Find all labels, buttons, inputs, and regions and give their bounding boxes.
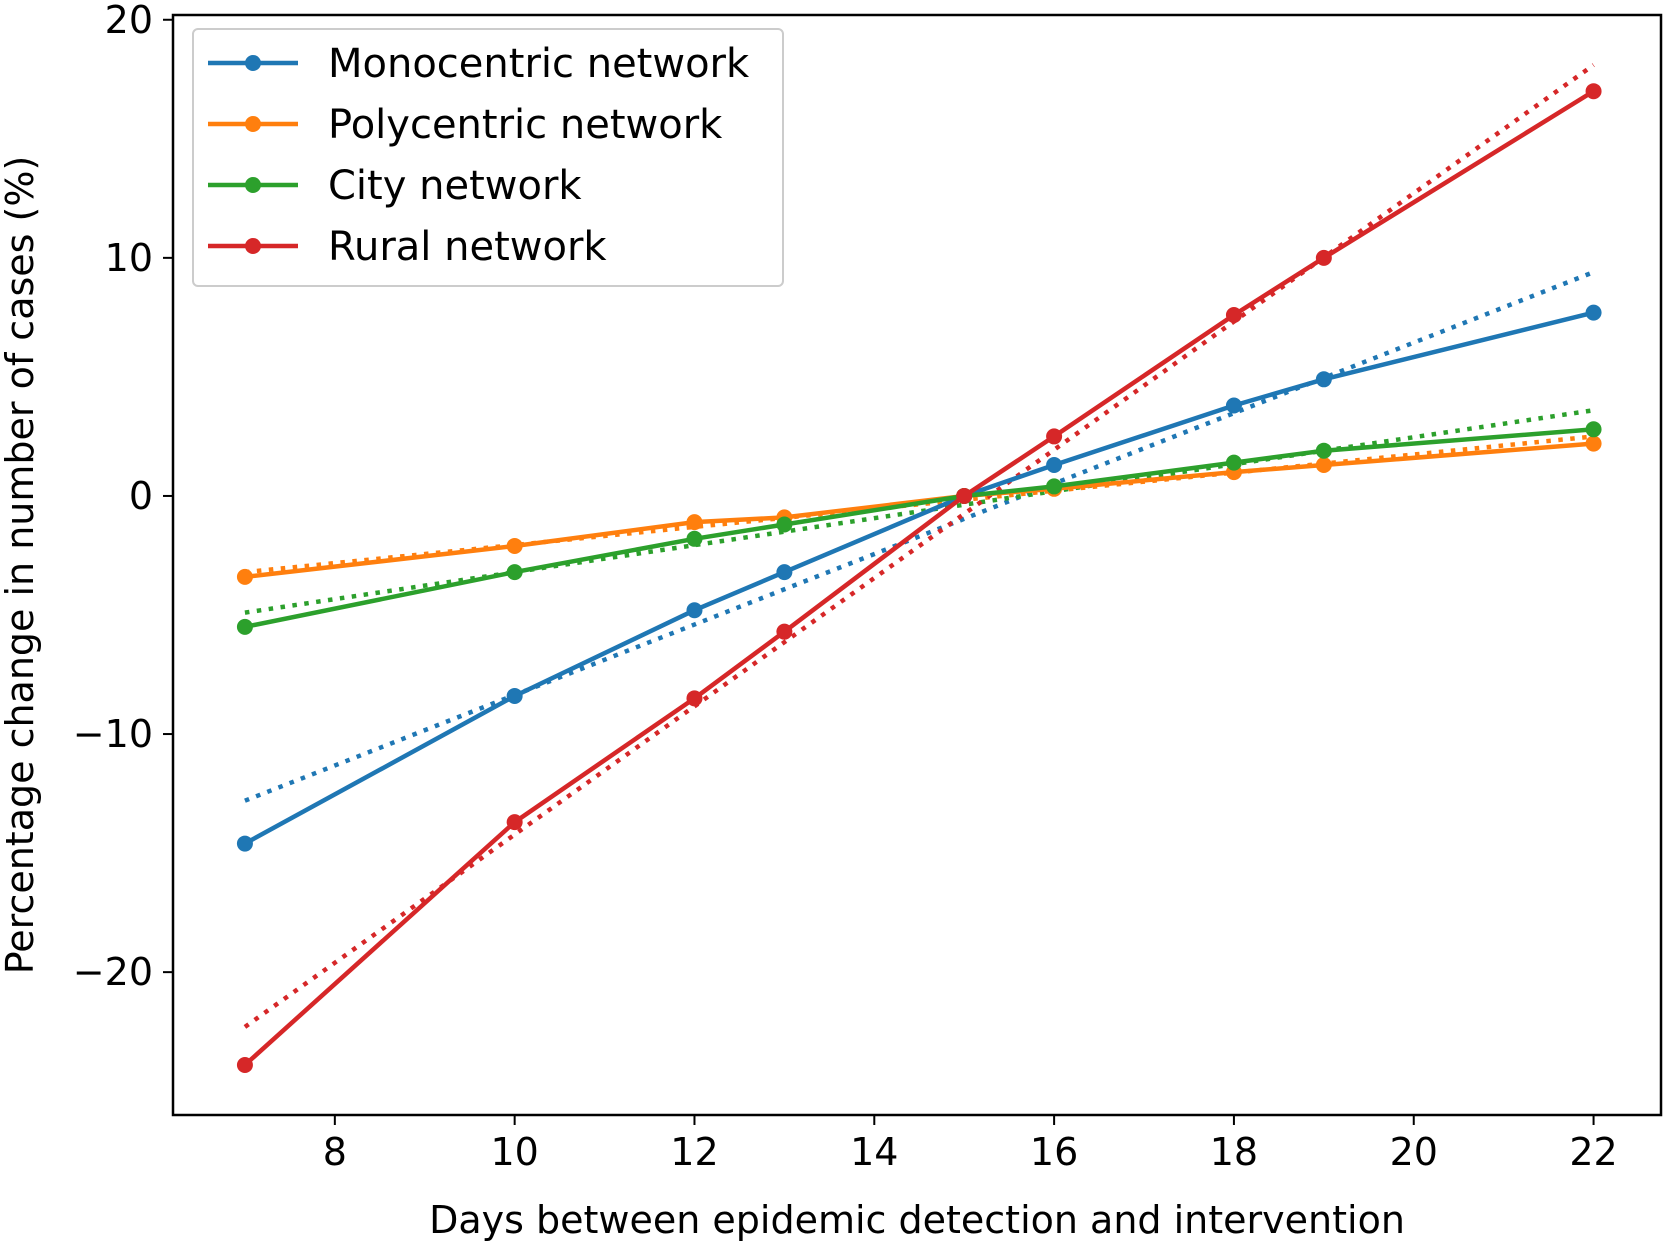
x-axis-ticks: 8 10 12 14 16 18 20 22 <box>323 1115 1618 1174</box>
series-lines <box>236 83 1602 1073</box>
data-point <box>686 514 703 531</box>
y-axis-ticks: −20 −10 0 10 20 <box>73 0 173 994</box>
x-tick-label: 8 <box>323 1130 347 1174</box>
legend: Monocentric network Polycentric network Ci… <box>192 28 784 287</box>
data-point <box>776 623 793 640</box>
y-tick-label: −20 <box>73 950 153 994</box>
x-tick-label: 10 <box>490 1130 538 1174</box>
x-tick-label: 20 <box>1390 1130 1438 1174</box>
data-point <box>1225 307 1242 323</box>
data-point <box>1315 371 1332 388</box>
data-point <box>956 487 973 504</box>
legend-marker <box>245 55 261 71</box>
trend-line <box>243 63 1595 1029</box>
data-point <box>506 814 523 831</box>
data-point <box>1225 454 1242 471</box>
x-axis-title: Days between epidemic detection and inte… <box>429 1198 1405 1242</box>
data-point <box>236 1057 253 1073</box>
data-point <box>1585 304 1602 321</box>
data-point <box>686 602 703 619</box>
data-point <box>236 618 253 635</box>
trend-line <box>244 270 1595 803</box>
data-point <box>1585 83 1602 100</box>
data-point <box>776 516 793 533</box>
data-point <box>1585 421 1602 438</box>
data-point <box>776 564 793 581</box>
trend-line <box>244 434 1594 575</box>
x-tick-label: 12 <box>670 1130 718 1174</box>
legend-label: Polycentric network <box>328 102 723 148</box>
legend-label: Rural network <box>328 224 607 270</box>
y-tick-label: −10 <box>73 712 153 756</box>
data-point <box>1046 457 1063 473</box>
trend-lines <box>243 63 1595 1029</box>
data-point <box>1585 435 1602 452</box>
x-tick-label: 18 <box>1210 1130 1258 1174</box>
data-point <box>1046 478 1063 495</box>
x-tick-label: 22 <box>1569 1130 1617 1174</box>
data-point <box>236 568 253 585</box>
data-point <box>1315 457 1332 473</box>
data-point <box>1046 428 1063 445</box>
data-point <box>506 564 523 581</box>
x-tick-label: 14 <box>850 1130 898 1174</box>
data-point <box>506 537 523 554</box>
legend-marker <box>245 177 261 193</box>
y-axis-title: Percentage change in number of cases (%) <box>0 156 42 975</box>
data-point <box>1315 249 1332 266</box>
series-group <box>236 83 1602 1073</box>
y-tick-label: 10 <box>105 236 153 280</box>
legend-marker <box>245 238 261 254</box>
legend-label: Monocentric network <box>328 41 750 87</box>
legend-box <box>192 28 784 287</box>
y-tick-label: 0 <box>129 474 153 518</box>
data-point <box>686 690 703 707</box>
data-point <box>1225 397 1242 414</box>
legend-marker <box>245 116 261 132</box>
legend-label: City network <box>328 163 582 209</box>
data-point <box>506 687 523 704</box>
data-point <box>1315 442 1332 459</box>
plot-frame <box>171 13 1663 1117</box>
x-tick-label: 16 <box>1030 1130 1078 1174</box>
data-point <box>686 530 703 547</box>
y-tick-label: 20 <box>105 0 153 42</box>
data-point <box>236 835 253 852</box>
